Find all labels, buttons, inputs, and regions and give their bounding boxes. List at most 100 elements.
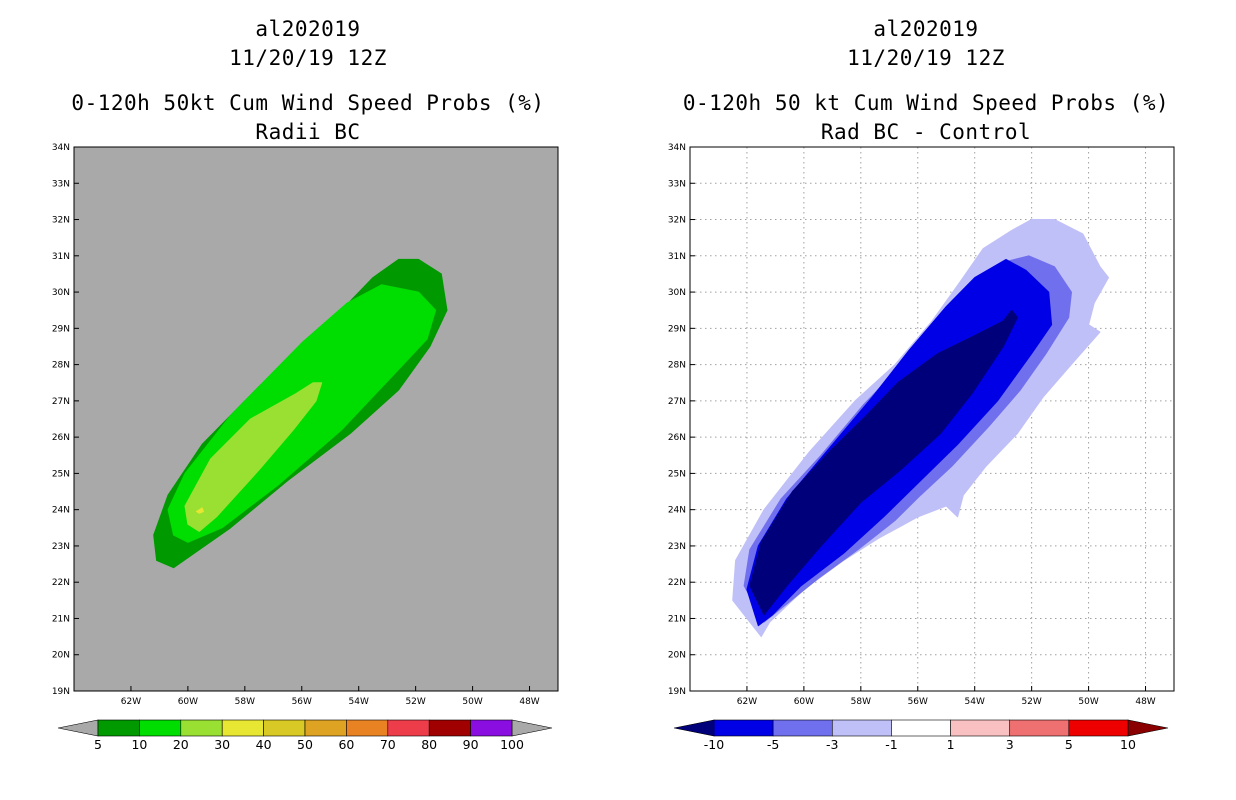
right-map-frame [689, 146, 1175, 692]
right-y-tick-label-13: 32N [668, 216, 686, 226]
left-y-tick-label-2: 21N [52, 614, 70, 624]
right-x-tick-label-1: 60W [794, 697, 814, 707]
left-colorbar-swatch-5 [304, 719, 347, 737]
right-y-tick-label-5: 24N [668, 506, 686, 516]
right-y-tick-label-15: 34N [668, 143, 686, 153]
right-x-tick-label-7: 48W [1135, 697, 1155, 707]
left-colorbar-label-3: 30 [214, 737, 230, 752]
left-y-tick-label-7: 26N [52, 433, 70, 443]
left-y-tick-label-9: 28N [52, 361, 70, 371]
right-difference-map: 62W 60W 58W 56W 54W 52W 50W 48W 19N 20N 21N 22N 23N 2… [668, 143, 1175, 752]
right-colorbar-swatch-2 [831, 719, 892, 737]
right-colorbar-label-2: -3 [826, 737, 838, 752]
right-y-tick-label-6: 25N [668, 469, 686, 479]
left-y-tick-label-10: 29N [52, 324, 70, 334]
left-y-tick-label-15: 34N [52, 143, 70, 153]
right-colorbar-label-1: -5 [767, 737, 779, 752]
right-y-tick-label-1: 20N [668, 651, 686, 661]
right-y-tick-label-9: 28N [668, 361, 686, 371]
left-colorbar-label-9: 90 [463, 737, 479, 752]
right-colorbar-swatch-4 [950, 719, 1011, 737]
right-region-3 [749, 309, 1018, 616]
left-x-tick-label-1: 60W [178, 697, 198, 707]
left-colorbar-swatch-4 [263, 719, 306, 737]
left-colorbar-swatch-3 [221, 719, 264, 737]
right-y-tick-label-12: 31N [668, 252, 686, 262]
right-y-tick-label-4: 23N [668, 542, 686, 552]
right-y-tick-label-14: 33N [668, 179, 686, 189]
left-x-tick-label-4: 54W [349, 697, 369, 707]
left-y-tick-label-14: 33N [52, 179, 70, 189]
left-colorbar-label-0: 5 [94, 737, 102, 752]
right-storm-id: al202019 [873, 17, 979, 41]
left-x-tick-label-6: 50W [462, 697, 482, 707]
right-x-tick-label-0: 62W [737, 697, 757, 707]
left-y-tick-label-6: 25N [52, 469, 70, 479]
right-colorbar-label-4: 1 [947, 737, 955, 752]
left-colorbar-label-10: 100 [500, 737, 524, 752]
left-x-tick-label-0: 62W [121, 697, 141, 707]
left-colorbar-label-4: 40 [256, 737, 272, 752]
left-x-tick-label-5: 52W [405, 697, 425, 707]
right-datetime: 11/20/19 12Z [847, 46, 1005, 70]
right-colorbar-label-5: 3 [1006, 737, 1014, 752]
left-y-tick-label-4: 23N [52, 542, 70, 552]
left-colorbar-label-1: 10 [131, 737, 147, 752]
right-y-tick-label-3: 22N [668, 578, 686, 588]
left-colorbar-label-6: 60 [338, 737, 354, 752]
right-x-tick-label-5: 52W [1021, 697, 1041, 707]
left-colorbar-swatch-1 [139, 719, 182, 737]
left-y-tick-label-1: 20N [52, 651, 70, 661]
left-y-tick-label-11: 30N [52, 288, 70, 298]
left-colorbar-swatch-6 [346, 719, 389, 737]
left-datetime: 11/20/19 12Z [229, 46, 387, 70]
right-y-tick-label-2: 21N [668, 614, 686, 624]
left-colorbar-label-7: 70 [380, 737, 396, 752]
right-colorbar-label-6: 5 [1065, 737, 1073, 752]
left-y-tick-label-12: 31N [52, 252, 70, 262]
left-colorbar-swatch-8 [428, 719, 471, 737]
right-y-tick-label-8: 27N [668, 397, 686, 407]
left-y-tick-label-5: 24N [52, 506, 70, 516]
left-region-2 [184, 382, 323, 532]
right-colorbar-label-3: -1 [885, 737, 897, 752]
left-colorbar-swatch-7 [387, 719, 430, 737]
left-y-tick-label-3: 22N [52, 578, 70, 588]
right-colorbar-swatch-3 [891, 719, 951, 737]
right-x-tick-label-4: 54W [965, 697, 985, 707]
left-colorbar-label-2: 20 [173, 737, 189, 752]
left-chart-subtitle: Radii BC [255, 120, 361, 144]
left-y-tick-label-13: 32N [52, 216, 70, 226]
right-chart-title: 0-120h 50 kt Cum Wind Speed Probs (%) [682, 91, 1170, 115]
right-colorbar-swatch-0 [713, 719, 774, 737]
right-y-tick-label-0: 19N [668, 687, 686, 697]
right-y-tick-label-7: 26N [668, 433, 686, 443]
left-colorbar-swatch-0 [97, 719, 140, 737]
left-region-3 [195, 507, 204, 514]
left-x-tick-label-3: 56W [292, 697, 312, 707]
left-colorbar-swatch-2 [180, 719, 223, 737]
right-colorbar-under [673, 719, 715, 737]
right-y-tick-label-11: 30N [668, 288, 686, 298]
right-colorbar-label-0: -10 [704, 737, 724, 752]
left-colorbar-over [511, 719, 553, 737]
right-colorbar-swatch-6 [1068, 719, 1129, 737]
left-y-tick-label-0: 19N [52, 687, 70, 697]
right-x-tick-label-2: 58W [851, 697, 871, 707]
left-colorbar-swatch-9 [470, 719, 513, 737]
left-x-tick-label-7: 48W [519, 697, 539, 707]
left-colorbar-label-5: 50 [297, 737, 313, 752]
right-colorbar-label-7: 10 [1120, 737, 1136, 752]
left-map-frame [73, 146, 559, 692]
right-chart-subtitle: Rad BC - Control [820, 120, 1032, 144]
right-colorbar-swatch-5 [1009, 719, 1070, 737]
left-chart-title: 0-120h 50kt Cum Wind Speed Probs (%) [71, 91, 545, 115]
left-storm-id: al202019 [255, 17, 361, 41]
right-colorbar-swatch-1 [772, 719, 833, 737]
left-y-tick-label-8: 27N [52, 397, 70, 407]
left-colorbar-label-8: 80 [421, 737, 437, 752]
right-x-tick-label-6: 50W [1078, 697, 1098, 707]
right-colorbar-over [1127, 719, 1169, 737]
left-x-tick-label-2: 58W [235, 697, 255, 707]
right-x-tick-label-3: 56W [908, 697, 928, 707]
